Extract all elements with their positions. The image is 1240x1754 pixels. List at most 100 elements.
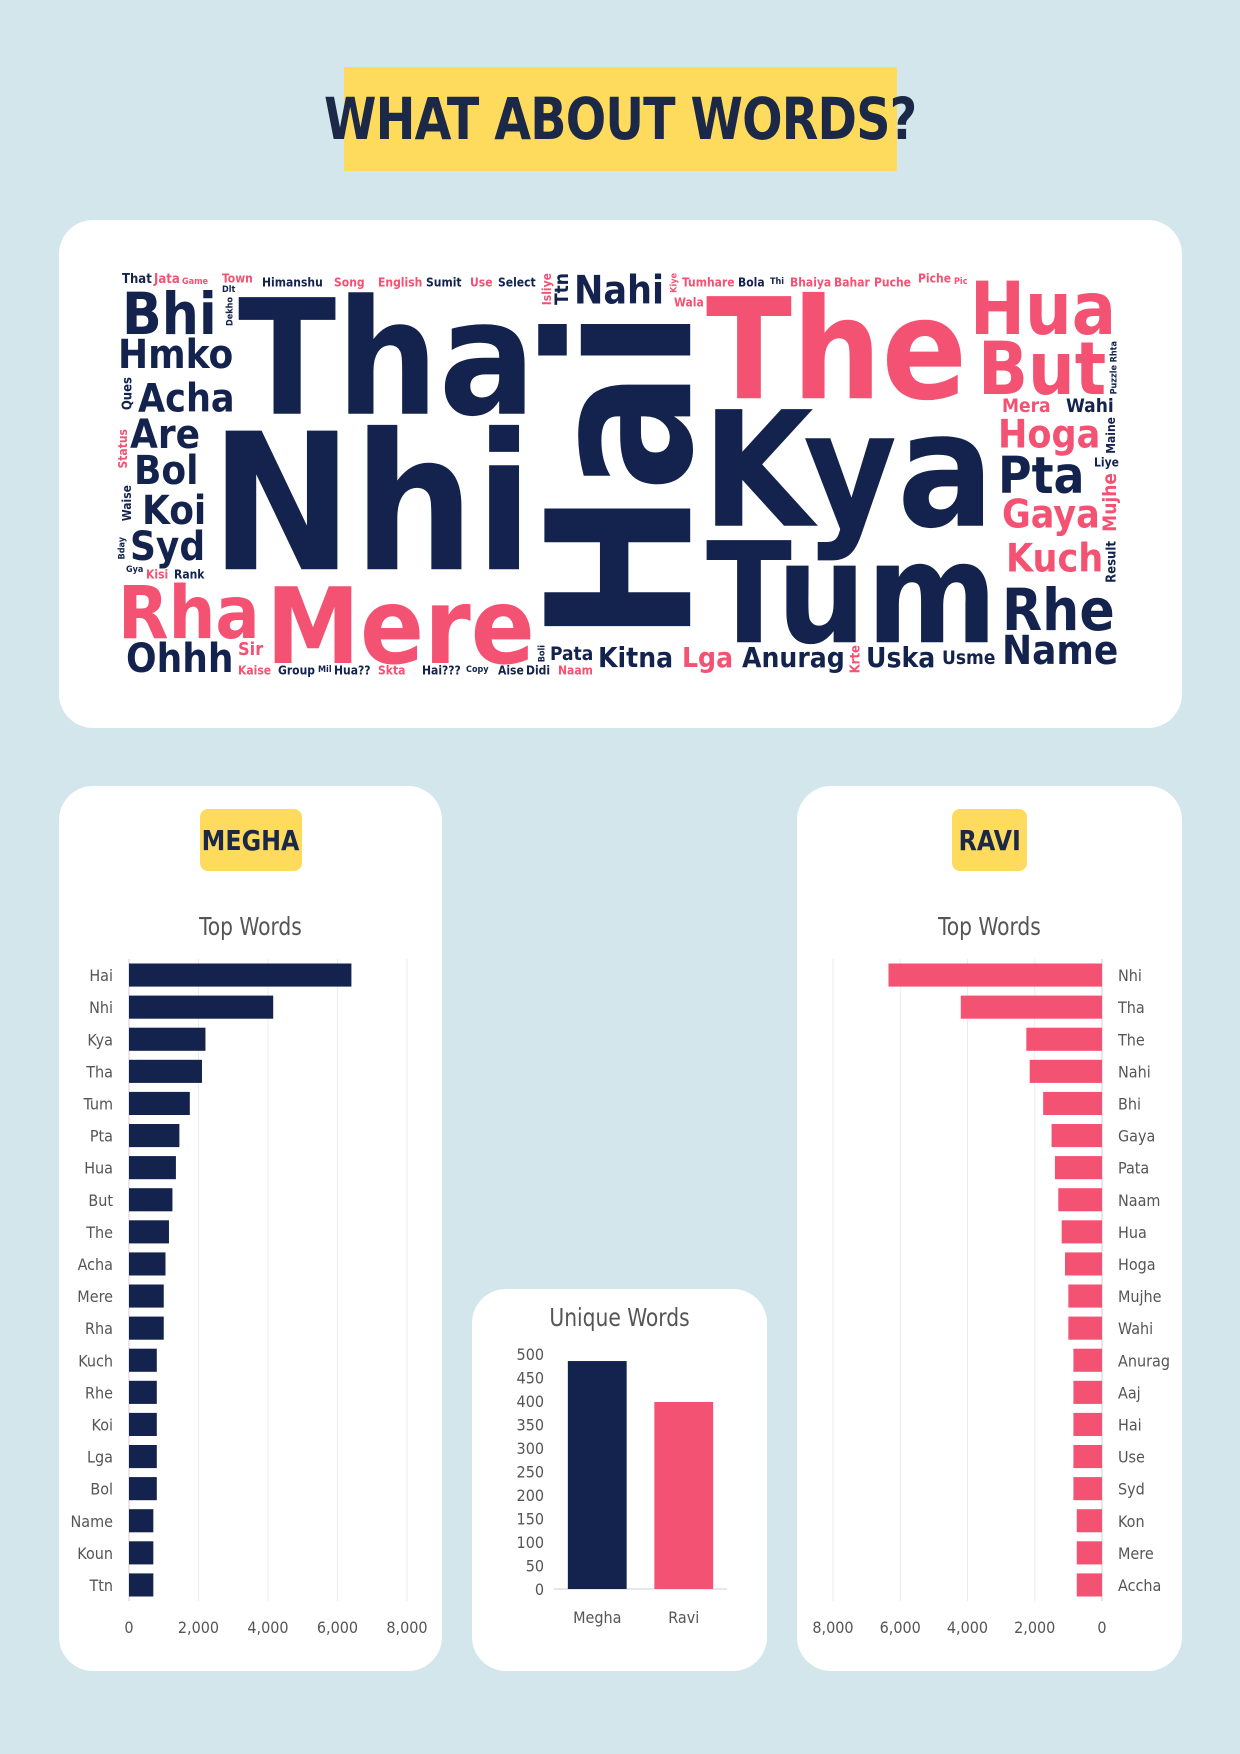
ravi-bar-pata	[1054, 1156, 1102, 1180]
unique-y-tick-label: 300	[517, 1439, 544, 1458]
ravi-category-label: Nahi	[1118, 1062, 1151, 1081]
cloud-word-sumit: Sumit	[426, 275, 462, 289]
unique-y-tick-label: 0	[535, 1580, 544, 1599]
ravi-bar-mere	[1076, 1541, 1102, 1565]
cloud-word-jata: Jata	[153, 272, 180, 287]
page-title-box: WHAT ABOUT WORDS?	[324, 67, 918, 171]
cloud-word-game: Game	[182, 277, 209, 287]
cloud-word-acha: Acha	[138, 376, 235, 421]
cloud-word-hai: Hai???	[422, 663, 461, 677]
megha-category-label: Mere	[77, 1287, 113, 1306]
megha-category-label: Koun	[77, 1544, 113, 1563]
cloud-word-hoga: Hoga	[998, 412, 1100, 457]
ravi-bar-hai	[1073, 1412, 1102, 1437]
ravi-bar-wahi	[1068, 1316, 1102, 1340]
unique-y-tick-label: 500	[517, 1345, 544, 1364]
cloud-word-kya: Kya	[702, 377, 994, 564]
megha-category-label: Tha	[85, 1062, 113, 1081]
unique-y-tick-label: 400	[517, 1392, 544, 1411]
cloud-word-mil: Mil	[318, 665, 332, 675]
ravi-x-tick-label: 4,000	[947, 1618, 988, 1637]
cloud-word-that: That	[122, 272, 152, 287]
cloud-word-gaya: Gaya	[1002, 492, 1100, 537]
unique-y-tick-label: 350	[517, 1416, 544, 1435]
cloud-word-but: But	[978, 327, 1106, 412]
cloud-word-hua: Hua??	[334, 663, 371, 677]
unique-category-label: Ravi	[668, 1608, 699, 1627]
cloud-word-kitna: Kitna	[598, 641, 673, 674]
cloud-word-song: Song	[334, 275, 365, 289]
ravi-bar-gaya	[1051, 1123, 1102, 1148]
ravi-category-label: Syd	[1118, 1480, 1145, 1499]
cloud-word-rhta: Rhta	[1110, 341, 1120, 362]
cloud-word-puche: Puche	[874, 275, 911, 289]
megha-bar-tum	[129, 1091, 190, 1116]
megha-bar-tha	[129, 1059, 202, 1083]
cloud-word-kuch: Kuch	[1006, 536, 1103, 581]
ravi-bar-syd	[1073, 1477, 1102, 1501]
cloud-word-aise: Aise	[498, 663, 524, 677]
megha-bar-but	[129, 1188, 173, 1212]
ravi-category-label: Bhi	[1118, 1094, 1141, 1113]
megha-chart-title: Top Words	[199, 912, 302, 941]
ravi-bar-nahi	[1029, 1059, 1102, 1083]
cloud-word-tum: Tum	[706, 513, 997, 676]
megha-bar-bol	[129, 1477, 157, 1501]
cloud-word-usme: Usme	[942, 647, 995, 669]
ravi-category-label: The	[1117, 1030, 1145, 1049]
cloud-word-dlt: Dlt	[222, 285, 235, 295]
ravi-top-words-chart: 8,000 6,000 4,000 2,000 0 Nhi Tha The Nahi Bhi Gay…	[812, 959, 1170, 1637]
ravi-bar-use	[1073, 1444, 1102, 1469]
cloud-word-bahar: Bahar	[834, 275, 870, 289]
cloud-word-piche: Piche	[918, 271, 951, 285]
megha-bar-the	[129, 1220, 169, 1244]
cloud-word-kaise: Kaise	[238, 663, 271, 677]
ravi-bar-hua	[1061, 1220, 1102, 1244]
megha-category-label: Pta	[90, 1127, 113, 1146]
ravi-category-label: Pata	[1118, 1159, 1149, 1178]
ravi-bar-nhi	[888, 963, 1102, 987]
megha-bar-mere	[129, 1284, 164, 1308]
cloud-word-lga: Lga	[682, 641, 733, 674]
megha-x-tick-label: 6,000	[317, 1618, 358, 1637]
cloud-word-the: The	[706, 269, 967, 432]
megha-x-tick-label: 4,000	[247, 1618, 288, 1637]
ravi-bar-kon	[1076, 1509, 1102, 1533]
cloud-word-use: Use	[470, 275, 493, 289]
cloud-word-anurag: Anurag	[742, 641, 845, 674]
cloud-word-naam: Naam	[558, 663, 593, 677]
ravi-category-label: Kon	[1118, 1512, 1145, 1531]
cloud-word-status: Status	[116, 429, 130, 469]
page-title: WHAT ABOUT WORDS?	[324, 85, 917, 153]
cloud-word-english: English	[378, 275, 422, 289]
cloud-word-name: Name	[1002, 628, 1118, 674]
unique-bar-ravi	[654, 1401, 714, 1589]
cloud-word-pta: Pta	[998, 447, 1085, 506]
ravi-bar-hoga	[1065, 1252, 1102, 1276]
unique-category-label: Megha	[573, 1608, 621, 1627]
megha-bar-hua	[129, 1156, 176, 1180]
megha-category-label: Ttn	[88, 1576, 113, 1595]
cloud-word-kisi: Kisi	[146, 567, 168, 581]
ravi-x-tick-label: 2,000	[1014, 1618, 1055, 1637]
megha-category-label: Bol	[90, 1480, 113, 1499]
cloud-word-bola: Bola	[738, 275, 765, 289]
megha-badge: MEGHA	[200, 809, 302, 871]
cloud-word-pata: Pata	[550, 643, 593, 665]
megha-category-label: Tum	[82, 1094, 113, 1113]
megha-x-tick-label: 0	[124, 1618, 133, 1637]
cloud-word-rank: Rank	[174, 567, 205, 581]
cloud-word-copy: Copy	[466, 665, 489, 675]
megha-bar-kuch	[129, 1348, 157, 1372]
megha-category-label: Rhe	[85, 1383, 113, 1402]
ravi-category-label: Hua	[1118, 1223, 1147, 1242]
unique-bar-megha	[567, 1361, 627, 1589]
ravi-category-label: Wahi	[1118, 1319, 1153, 1338]
cloud-word-puzzle: Puzzle	[1110, 364, 1120, 394]
cloud-word-group: Group	[278, 663, 315, 677]
ravi-badge: RAVI	[952, 809, 1027, 871]
cloud-word-bday: Bday	[118, 536, 128, 559]
cloud-word-kiye: Kiye	[670, 273, 680, 293]
megha-bar-lga	[129, 1444, 157, 1469]
cloud-word-pic: Pic	[954, 277, 968, 287]
